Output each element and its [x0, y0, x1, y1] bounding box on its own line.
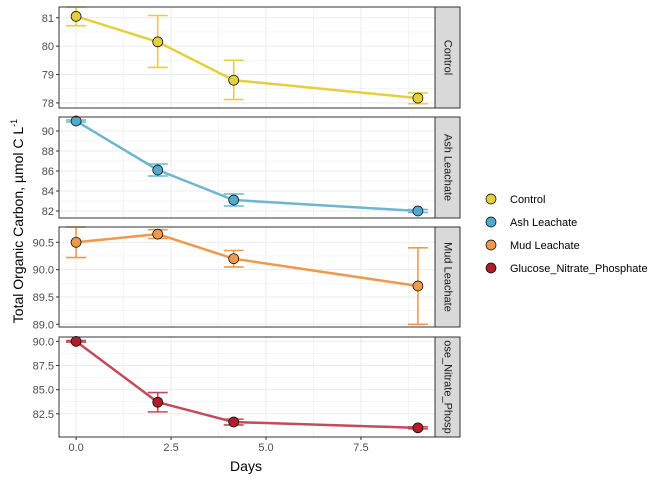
data-point — [71, 11, 81, 21]
x-tick-label: 5.0 — [258, 442, 273, 454]
panel-background — [59, 7, 435, 108]
legend-label: Control — [510, 194, 545, 206]
y-tick-label: 82 — [42, 206, 54, 218]
facet-panel: 78 79 80 81 Control — [42, 7, 460, 110]
data-point — [413, 93, 423, 103]
y-tick-label: 90 — [42, 126, 54, 138]
data-point — [153, 165, 163, 175]
facet-strip-label: ose_Nitrate_Phosp — [442, 340, 454, 434]
data-point — [229, 195, 239, 205]
y-tick-label: 85.0 — [33, 385, 54, 397]
legend-key — [486, 217, 496, 227]
data-point — [71, 336, 81, 346]
y-tick-label: 82.5 — [33, 409, 54, 421]
x-tick-label: 0.0 — [68, 442, 83, 454]
x-tick-label: 2.5 — [163, 442, 178, 454]
legend-label: Ash Leachate — [510, 217, 577, 229]
legend: Control Ash Leachate Mud Leachate Glucose_N… — [486, 194, 648, 275]
data-point — [229, 254, 239, 264]
facet-strip-label: Control — [442, 40, 454, 75]
data-point — [153, 229, 163, 239]
x-axis-title: Days — [230, 458, 262, 474]
data-point — [71, 237, 81, 247]
y-axis-title: Total Organic Carbon, µmol C L-1 — [9, 119, 26, 323]
y-tick-label: 79 — [42, 70, 54, 82]
y-axis-title-superscript: -1 — [9, 119, 19, 127]
panels: 78 79 80 81 Control 82 84 86 88 90 Ash Leachate 89.… — [33, 7, 460, 437]
y-axis-title-text: Total Organic Carbon, µmol C L — [10, 127, 26, 324]
data-point — [413, 206, 423, 216]
y-tick-label: 81 — [42, 13, 54, 25]
data-point — [153, 397, 163, 407]
data-point — [229, 417, 239, 427]
y-tick-label: 78 — [42, 98, 54, 110]
y-tick-label: 84 — [42, 186, 54, 198]
y-tick-label: 89.0 — [33, 319, 54, 331]
legend-item: Ash Leachate — [486, 217, 577, 229]
legend-key — [486, 194, 496, 204]
legend-item: Control — [486, 194, 545, 206]
facet-panel: 82 84 86 88 90 Ash Leachate — [42, 116, 460, 218]
y-tick-label: 90.0 — [33, 265, 54, 277]
x-tick-label: 7.5 — [353, 442, 368, 454]
y-tick-label: 90.5 — [33, 237, 54, 249]
data-point — [229, 75, 239, 85]
panel-background — [59, 117, 435, 218]
y-tick-label: 87.5 — [33, 361, 54, 373]
y-tick-label: 90.0 — [33, 336, 54, 348]
data-point — [413, 423, 423, 433]
legend-item: Mud Leachate — [486, 240, 580, 252]
facet-panel: 82.5 85.0 87.5 90.0 ose_Nitrate_Phosp — [33, 336, 460, 437]
y-tick-label: 89.5 — [33, 292, 54, 304]
y-tick-label: 86 — [42, 166, 54, 178]
data-point — [413, 281, 423, 291]
legend-key — [486, 263, 496, 273]
facet-panel: 89.0 89.5 90.0 90.5 Mud Leachate — [33, 227, 460, 331]
legend-label: Glucose_Nitrate_Phosphate — [510, 263, 648, 275]
y-tick-label: 80 — [42, 41, 54, 53]
legend-label: Mud Leachate — [510, 240, 580, 252]
facet-strip-label: Ash Leachate — [442, 134, 454, 201]
data-point — [153, 37, 163, 47]
y-tick-label: 88 — [42, 146, 54, 158]
x-axis: 0.0 2.5 5.0 7.5 — [68, 437, 368, 454]
legend-item: Glucose_Nitrate_Phosphate — [486, 263, 648, 275]
legend-key — [486, 240, 496, 250]
facet-strip-label: Mud Leachate — [442, 242, 454, 312]
